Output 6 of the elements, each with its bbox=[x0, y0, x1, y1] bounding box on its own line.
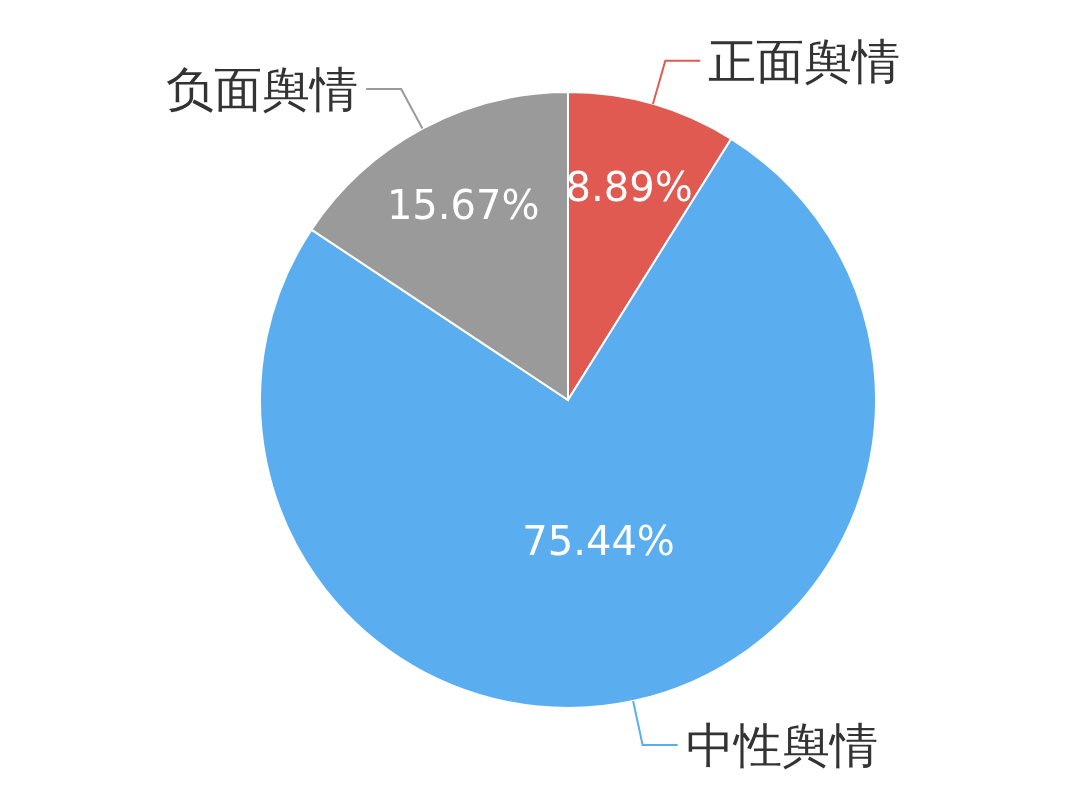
data-label: 15.67% bbox=[386, 181, 540, 228]
data-label: 75.44% bbox=[522, 518, 675, 565]
slice-label: 负面舆情 bbox=[166, 60, 359, 117]
data-label: 8.89% bbox=[565, 163, 693, 210]
slice-label: 正面舆情 bbox=[708, 32, 901, 89]
slice-label: 中性舆情 bbox=[685, 717, 878, 774]
